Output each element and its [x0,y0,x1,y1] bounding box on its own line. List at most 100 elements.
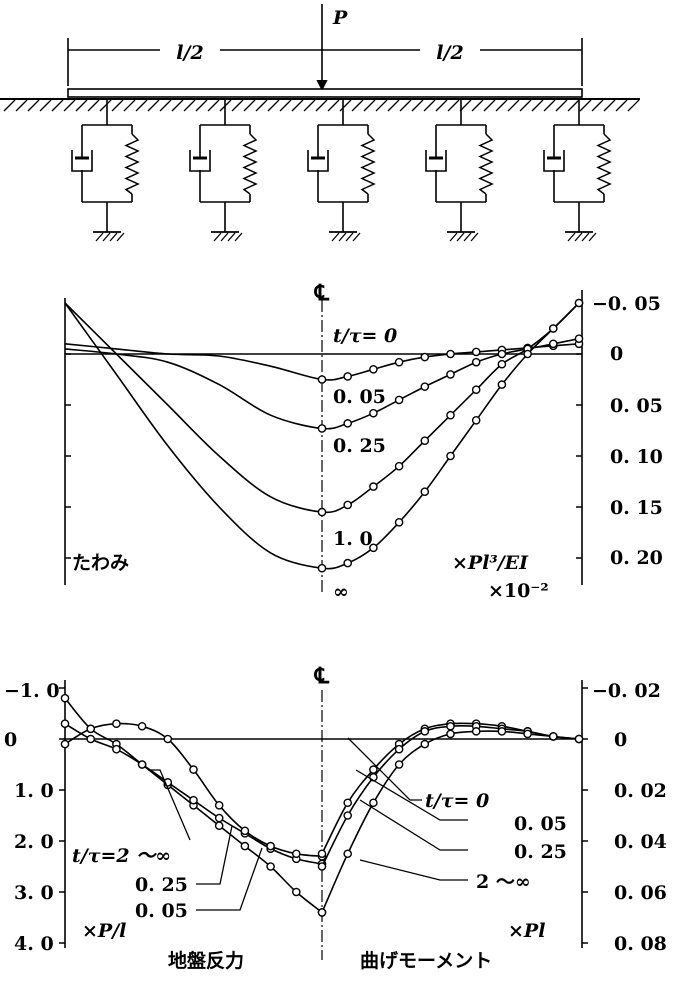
support-ground-hatch [102,232,111,242]
deflection-series-marker [394,357,404,367]
deflection-series-marker [317,424,327,433]
deflection-centerline-label: ℄ [314,280,330,306]
deflection-series-marker [317,375,327,384]
deflection-right-tick-1: 0 [610,343,623,365]
moment-series-marker [394,744,404,754]
moment-right-tick-3: 0. 04 [614,831,667,853]
moment-caption: 曲げモーメント [360,950,492,972]
spring-zigzag [360,133,376,195]
reaction-series-marker [189,765,198,774]
deflection-panel: ℄ t/τ= 0 0. 05 0. 25 1. 0 ∞ −0. 05 0 0. … [64,280,663,603]
reaction-leader-2 [196,847,263,911]
reaction-series-marker [240,841,250,851]
dashpot-cylinder [71,150,93,172]
reaction-left-tick-2: 1. 0 [14,780,54,802]
deflection-series-marker [394,518,404,527]
support-unit [543,99,612,242]
deflection-unit-line2: ×10⁻² [488,580,549,602]
support-ground-hatch [456,232,465,242]
reaction-series-marker [214,801,224,810]
support-ground-hatch [109,232,118,242]
support-unit [189,99,258,242]
support-ground-hatch [213,232,222,242]
reaction-series-marker [214,813,224,823]
deflection-series-marker [446,451,455,461]
ground-hatch-mark [39,99,52,112]
reaction-series-marker [137,721,147,731]
span-right-label: l/2 [436,42,463,64]
reaction-series-marker [137,760,147,769]
spring-zigzag [478,133,494,195]
reaction-caption: 地盤反力 [168,949,244,972]
ground-hatch-mark [591,99,604,112]
reaction-series-marker [266,841,275,851]
beam [67,88,583,98]
ground-hatch-mark [135,99,148,112]
deflection-series-marker [471,347,481,357]
reaction-leader-1 [196,825,233,885]
deflection-series-marker [446,370,455,379]
ground-hatch-mark [567,99,580,112]
reaction-series-marker [266,862,275,871]
deflection-series-marker [369,364,378,374]
ground-hatch-mark [75,99,88,112]
reaction-series-marker [60,719,70,729]
ground-hatch-mark [363,99,376,112]
ground-hatch-mark [543,99,556,112]
dashpot-cylinder [189,150,211,172]
reaction-left-tick-3: 2. 0 [14,831,54,853]
support-ground-hatch [95,232,104,242]
ground-hatch-mark [627,99,640,112]
support-unit [71,99,140,242]
deflection-curve-label-1: 0. 05 [333,386,386,408]
ground-hatch-mark [603,99,616,112]
reaction-leader-0 [148,769,191,841]
moment-series-marker [394,760,404,769]
deflection-series-marker [523,349,532,359]
reaction-left-tick-1: 0 [4,729,17,751]
moment-series-marker [446,721,455,731]
moment-leader-0 [347,737,422,801]
moment-right-tick-0: −0. 02 [592,680,661,702]
reaction-series-marker [291,887,301,897]
ground-hatch-mark [483,99,496,112]
support-ground-hatch [352,232,361,242]
deflection-series-line [64,343,580,381]
reaction-series-marker [60,693,70,703]
ground-hatch-mark [183,99,196,112]
deflection-series-marker [394,461,404,471]
reaction-moment-centerline-label: ℄ [314,663,330,689]
ground-hatch-mark [231,99,244,112]
support-frame [81,99,133,232]
reaction-series-marker [86,734,95,744]
support-unit [307,99,376,242]
ground-hatch-mark [243,99,256,112]
deflection-series-marker [343,419,353,428]
reaction-left-tick-4: 3. 0 [14,882,54,904]
reaction-series-marker [291,849,301,859]
deflection-series-marker [574,298,584,308]
moment-curve-label-1: 0. 05 [514,813,567,835]
support-ground-hatch [220,232,229,242]
support-ground-hatch [567,232,576,242]
deflection-series-marker [369,543,378,553]
ground-hatch-mark [3,99,16,112]
ground-hatch-mark [423,99,436,112]
reaction-left-tick-5: 4. 0 [14,933,54,955]
support-frame [317,99,369,232]
reaction-series-marker [112,744,121,754]
ground-hatching [3,99,640,112]
deflection-series-marker [394,395,404,405]
ground-hatch-mark [171,99,184,112]
moment-leader-2 [359,799,468,851]
ground-hatch-mark [99,99,112,112]
deflection-series-marker [420,352,430,362]
deflection-right-tick-2: 0. 05 [610,395,663,417]
moment-series-marker [343,811,353,820]
deflection-series-marker [549,324,558,333]
support-ground-hatch [234,232,243,242]
support-ground-hatch [116,232,125,242]
ground-hatch-mark [87,99,100,112]
support-ground-hatch [227,232,236,242]
